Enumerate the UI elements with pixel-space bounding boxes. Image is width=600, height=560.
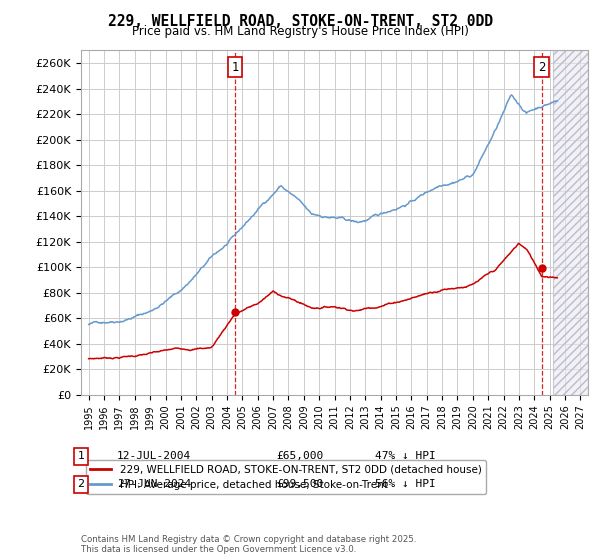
Text: £65,000: £65,000 <box>276 451 323 461</box>
Text: 56% ↓ HPI: 56% ↓ HPI <box>375 479 436 489</box>
Text: 2: 2 <box>77 479 85 489</box>
Text: 2: 2 <box>538 60 545 74</box>
Text: 1: 1 <box>77 451 85 461</box>
Text: Price paid vs. HM Land Registry's House Price Index (HPI): Price paid vs. HM Land Registry's House … <box>131 25 469 38</box>
Text: 12-JUL-2004: 12-JUL-2004 <box>117 451 191 461</box>
Text: 47% ↓ HPI: 47% ↓ HPI <box>375 451 436 461</box>
Text: Contains HM Land Registry data © Crown copyright and database right 2025.
This d: Contains HM Land Registry data © Crown c… <box>81 535 416 554</box>
Bar <box>553 50 588 395</box>
Text: 1: 1 <box>232 60 239 74</box>
Text: 229, WELLFIELD ROAD, STOKE-ON-TRENT, ST2 0DD: 229, WELLFIELD ROAD, STOKE-ON-TRENT, ST2… <box>107 14 493 29</box>
Text: 27-JUN-2024: 27-JUN-2024 <box>117 479 191 489</box>
Text: £99,500: £99,500 <box>276 479 323 489</box>
Legend: 229, WELLFIELD ROAD, STOKE-ON-TRENT, ST2 0DD (detached house), HPI: Average pric: 229, WELLFIELD ROAD, STOKE-ON-TRENT, ST2… <box>86 460 485 494</box>
Bar <box>553 50 588 395</box>
